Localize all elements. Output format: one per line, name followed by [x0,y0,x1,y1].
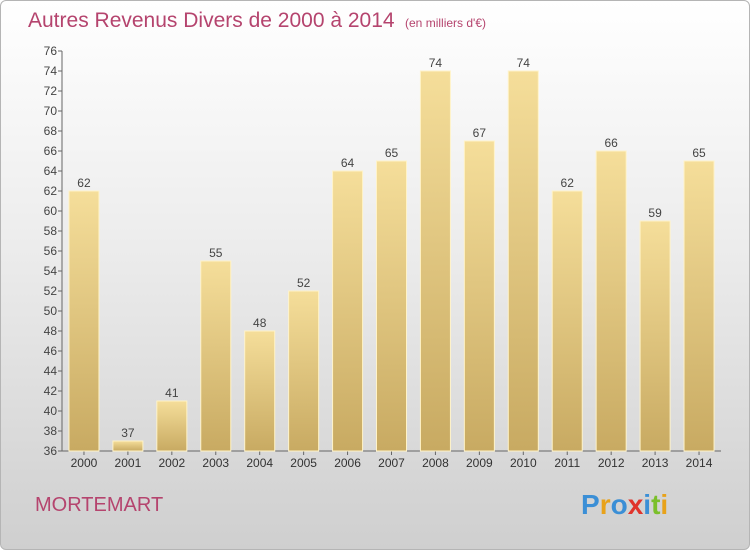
y-tick-label: 44 [44,364,58,378]
x-tick-label: 2002 [158,456,185,470]
y-tick-label: 58 [44,224,58,238]
y-tick-label: 56 [44,244,58,258]
bar [507,70,539,452]
y-tick-label: 74 [44,64,58,78]
y-tick-label: 36 [44,444,58,458]
bar [332,170,364,452]
y-tick-label: 66 [44,144,58,158]
x-tick-label: 2010 [510,456,537,470]
y-tick-label: 62 [44,184,58,198]
title-row: Autres Revenus Divers de 2000 à 2014 (en… [28,9,486,33]
y-tick-label: 52 [44,284,58,298]
data-label: 59 [648,206,662,220]
x-tick-label: 2000 [71,456,98,470]
data-label: 74 [429,56,443,70]
bar [288,290,320,452]
y-tick-label: 64 [44,164,58,178]
data-label: 52 [297,276,311,290]
data-label: 67 [473,126,487,140]
y-tick-label: 70 [44,104,58,118]
logo-letter: r [599,489,611,520]
data-label: 64 [341,156,355,170]
chart-unit: (en milliers d'€) [405,16,486,30]
x-tick-label: 2007 [378,456,405,470]
x-tick-label: 2006 [334,456,361,470]
commune-name: MORTEMART [35,494,164,516]
y-tick-label: 68 [44,124,58,138]
logo-letter: i [660,489,669,520]
x-tick-label: 2008 [422,456,449,470]
y-tick-label: 38 [44,424,58,438]
logo-letter: o [610,489,628,520]
bar [156,400,188,452]
bar [639,220,671,452]
y-tick-label: 40 [44,404,58,418]
x-tick-label: 2004 [246,456,273,470]
y-tick-label: 50 [44,304,58,318]
bar [463,140,495,452]
data-label: 41 [165,386,179,400]
x-tick-label: 2011 [554,456,580,470]
data-label: 62 [561,176,575,190]
chart-title: Autres Revenus Divers de 2000 à 2014 [28,9,395,32]
data-label: 65 [385,146,399,160]
data-label: 74 [517,56,531,70]
data-label: 65 [692,146,706,160]
y-tick-label: 76 [44,44,58,58]
bar [419,70,451,452]
y-tick-label: 72 [44,84,58,98]
bar [244,330,276,452]
y-tick-label: 42 [44,384,58,398]
data-label: 48 [253,316,267,330]
x-tick-label: 2009 [466,456,493,470]
y-tick-label: 54 [44,264,58,278]
bar [551,190,583,452]
data-label: 37 [121,426,135,440]
y-tick-label: 48 [44,324,58,338]
logo-letter: i [643,489,652,520]
x-tick-label: 2003 [202,456,229,470]
x-tick-label: 2001 [115,456,142,470]
x-tick-label: 2012 [598,456,625,470]
y-tick-label: 60 [44,204,58,218]
bar [112,440,144,452]
data-label: 62 [77,176,91,190]
bar [683,160,715,452]
logo-letter: x [627,489,644,520]
x-tick-label: 2005 [290,456,317,470]
data-label: 66 [604,136,618,150]
bar [376,160,407,452]
proxiti-logo: Proxiti [581,489,668,521]
bar [200,260,232,452]
logo-letter: t [651,489,661,520]
y-tick-label: 46 [44,344,58,358]
x-tick-label: 2014 [686,456,713,470]
bar [595,150,627,452]
x-tick-label: 2013 [642,456,669,470]
data-label: 55 [209,246,223,260]
logo-letter: P [581,489,600,520]
bar [68,190,100,452]
